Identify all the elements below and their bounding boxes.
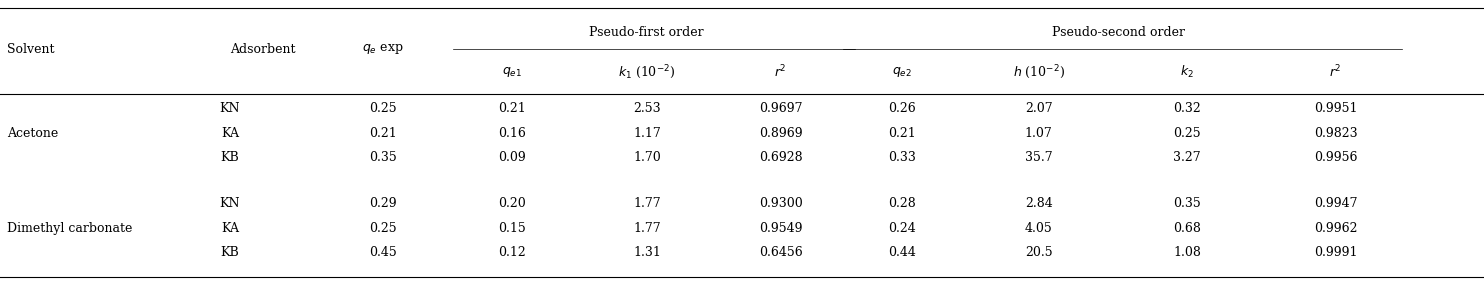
Text: KB: KB	[221, 246, 239, 259]
Text: Acetone: Acetone	[7, 127, 59, 140]
Text: 1.08: 1.08	[1174, 246, 1201, 259]
Text: 0.6456: 0.6456	[758, 246, 803, 259]
Text: 2.53: 2.53	[634, 102, 660, 115]
Text: 0.35: 0.35	[1174, 197, 1201, 210]
Text: 0.16: 0.16	[499, 127, 525, 140]
Text: 0.9956: 0.9956	[1313, 151, 1358, 164]
Text: $q_e$ exp: $q_e$ exp	[362, 42, 404, 56]
Text: 1.07: 1.07	[1025, 127, 1052, 140]
Text: 0.20: 0.20	[499, 197, 525, 210]
Text: $r^2$: $r^2$	[1330, 63, 1342, 80]
Text: 0.21: 0.21	[889, 127, 916, 140]
Text: 0.9951: 0.9951	[1313, 102, 1358, 115]
Text: $k_2$: $k_2$	[1180, 64, 1195, 80]
Text: 2.84: 2.84	[1025, 197, 1052, 210]
Text: 0.21: 0.21	[370, 127, 396, 140]
Text: 0.9697: 0.9697	[758, 102, 803, 115]
Text: 1.17: 1.17	[634, 127, 660, 140]
Text: $q_{e1}$: $q_{e1}$	[502, 65, 522, 79]
Text: 0.35: 0.35	[370, 151, 396, 164]
Text: 1.77: 1.77	[634, 222, 660, 235]
Text: 0.6928: 0.6928	[758, 151, 803, 164]
Text: 0.9549: 0.9549	[758, 222, 803, 235]
Text: 0.25: 0.25	[370, 222, 396, 235]
Text: 1.70: 1.70	[634, 151, 660, 164]
Text: 0.32: 0.32	[1174, 102, 1201, 115]
Text: KA: KA	[221, 127, 239, 140]
Text: KN: KN	[220, 197, 240, 210]
Text: KN: KN	[220, 102, 240, 115]
Text: $r^2$: $r^2$	[775, 63, 787, 80]
Text: KB: KB	[221, 151, 239, 164]
Text: 0.9823: 0.9823	[1313, 127, 1358, 140]
Text: Adsorbent: Adsorbent	[230, 43, 295, 56]
Text: 0.9962: 0.9962	[1313, 222, 1358, 235]
Text: Pseudo-first order: Pseudo-first order	[589, 26, 703, 39]
Text: $k_1$ (10$^{-2}$): $k_1$ (10$^{-2}$)	[619, 63, 675, 81]
Text: 0.28: 0.28	[889, 197, 916, 210]
Text: 0.12: 0.12	[499, 246, 525, 259]
Text: 0.21: 0.21	[499, 102, 525, 115]
Text: KA: KA	[221, 222, 239, 235]
Text: 0.9300: 0.9300	[758, 197, 803, 210]
Text: 0.68: 0.68	[1174, 222, 1201, 235]
Text: 1.77: 1.77	[634, 197, 660, 210]
Text: 20.5: 20.5	[1025, 246, 1052, 259]
Text: 0.09: 0.09	[499, 151, 525, 164]
Text: $h$ (10$^{-2}$): $h$ (10$^{-2}$)	[1012, 63, 1066, 80]
Text: 0.9947: 0.9947	[1313, 197, 1358, 210]
Text: 3.27: 3.27	[1174, 151, 1201, 164]
Text: 0.9991: 0.9991	[1313, 246, 1358, 259]
Text: 0.29: 0.29	[370, 197, 396, 210]
Text: $q_{e2}$: $q_{e2}$	[892, 65, 913, 79]
Text: Pseudo-second order: Pseudo-second order	[1052, 26, 1186, 39]
Text: Dimethyl carbonate: Dimethyl carbonate	[7, 222, 132, 235]
Text: 1.31: 1.31	[634, 246, 660, 259]
Text: 0.25: 0.25	[370, 102, 396, 115]
Text: 0.44: 0.44	[889, 246, 916, 259]
Text: 0.25: 0.25	[1174, 127, 1201, 140]
Text: 35.7: 35.7	[1025, 151, 1052, 164]
Text: 2.07: 2.07	[1025, 102, 1052, 115]
Text: 0.24: 0.24	[889, 222, 916, 235]
Text: 0.8969: 0.8969	[758, 127, 803, 140]
Text: 4.05: 4.05	[1025, 222, 1052, 235]
Text: 0.15: 0.15	[499, 222, 525, 235]
Text: 0.26: 0.26	[889, 102, 916, 115]
Text: 0.45: 0.45	[370, 246, 396, 259]
Text: Solvent: Solvent	[7, 43, 55, 56]
Text: 0.33: 0.33	[889, 151, 916, 164]
